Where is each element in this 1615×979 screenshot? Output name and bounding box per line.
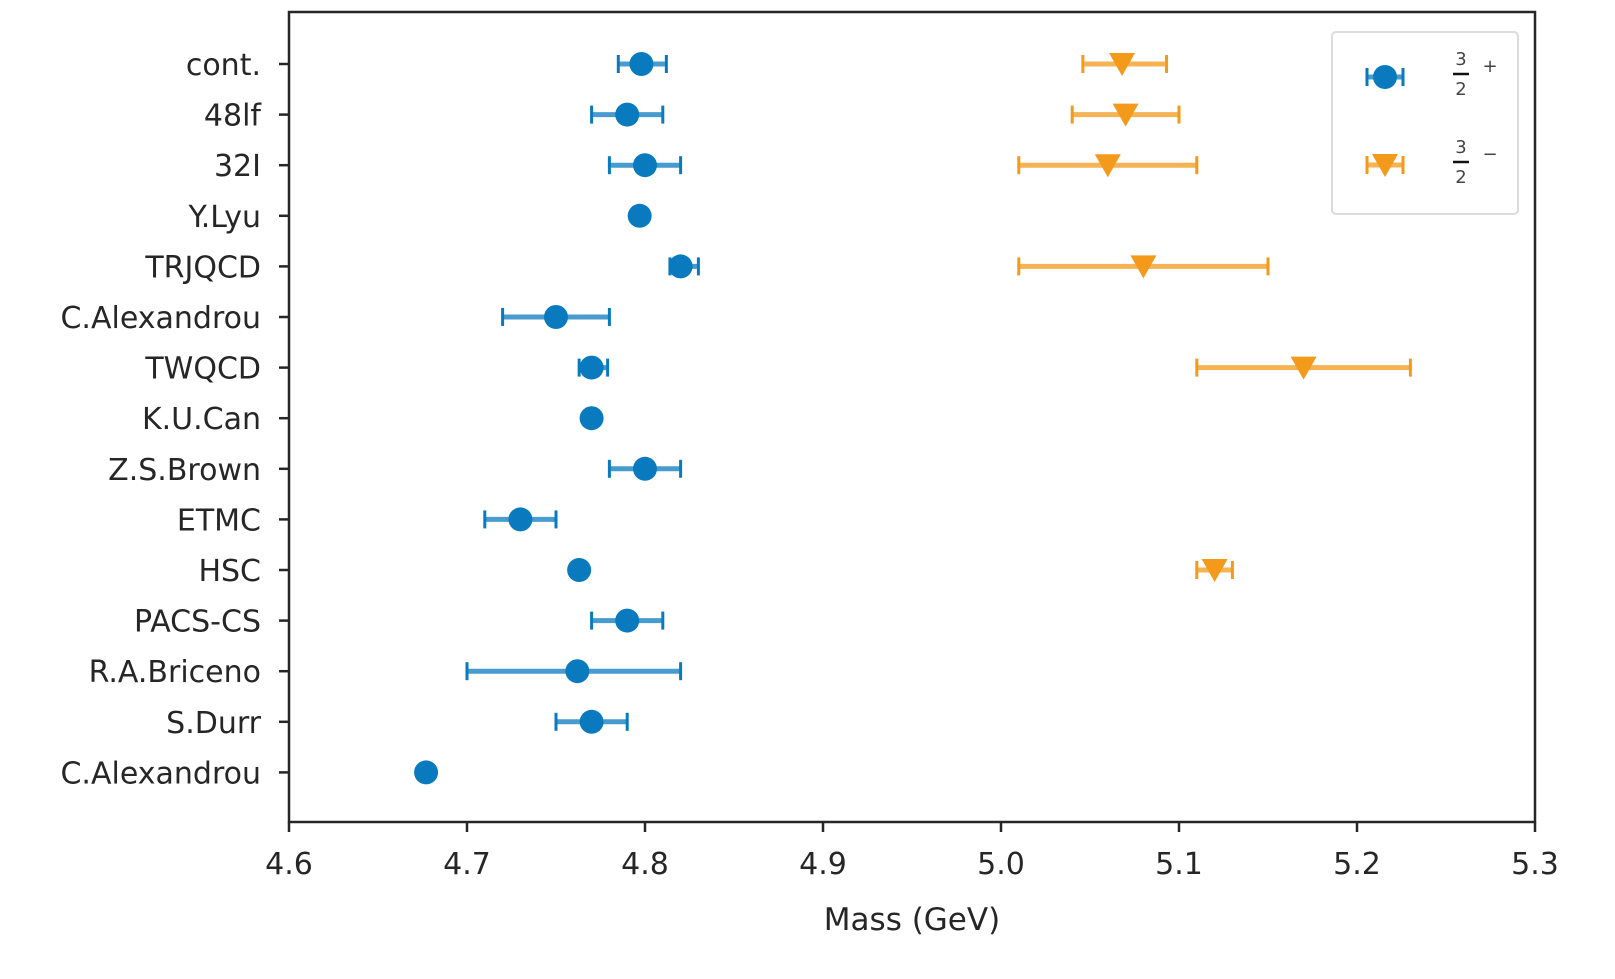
x-tick-label: 4.6 xyxy=(265,847,313,882)
data-point-circle xyxy=(633,456,657,481)
y-tick-label: ETMC xyxy=(177,503,261,538)
y-tick-label: PACS-CS xyxy=(134,605,261,640)
y-tick-label: 48lf xyxy=(204,99,263,134)
y-tick-label: K.U.Can xyxy=(142,402,261,437)
y-axis: cont. 48lf 32I Y.Lyu TRJQCD C.Alexandrou TWQCD… xyxy=(60,48,289,791)
legend-denominator: 2 xyxy=(1455,79,1466,100)
y-tick-label: TWQCD xyxy=(144,352,261,387)
legend-numerator: 3 xyxy=(1455,49,1466,70)
data-point-circle xyxy=(565,659,590,684)
data-point-triangle xyxy=(1201,559,1228,582)
y-tick-label: 32I xyxy=(214,149,261,184)
legend-numerator: 3 xyxy=(1455,137,1466,158)
data-point-circle xyxy=(1373,65,1397,89)
data-point-circle xyxy=(615,102,640,127)
y-tick-label: C.Alexandrou xyxy=(60,756,261,791)
data-point-circle xyxy=(544,305,568,329)
y-tick-label: Y.Lyu xyxy=(187,200,261,235)
legend-denominator: 2 xyxy=(1455,167,1466,188)
series-negative-parity xyxy=(1017,53,1412,582)
y-tick-label: HSC xyxy=(198,554,261,589)
y-tick-label: Z.S.Brown xyxy=(108,453,261,488)
data-point-triangle xyxy=(1372,154,1398,177)
data-point-circle xyxy=(615,608,640,633)
x-tick-label: 4.7 xyxy=(443,847,491,882)
data-point-triangle xyxy=(1112,103,1139,127)
x-tick-label: 5.0 xyxy=(977,847,1025,882)
data-point-circle xyxy=(567,558,592,582)
y-tick-label: C.Alexandrou xyxy=(60,301,261,336)
y-tick-label: R.A.Briceno xyxy=(89,655,261,690)
data-point-triangle xyxy=(1109,53,1136,76)
x-axis-label: Mass (GeV) xyxy=(824,902,1000,938)
data-point-triangle xyxy=(1130,255,1157,279)
data-point-circle xyxy=(579,406,604,431)
x-tick-label: 4.8 xyxy=(621,847,669,882)
legend: 32+32− xyxy=(1331,31,1519,215)
data-point-circle xyxy=(579,355,604,380)
data-point-circle xyxy=(414,760,439,785)
legend-entry: 3 2− xyxy=(1365,137,1498,188)
data-point-circle xyxy=(629,52,654,76)
plot-marks xyxy=(414,52,1412,785)
y-tick-label: S.Durr xyxy=(166,706,262,741)
x-tick-label: 5.2 xyxy=(1333,847,1381,882)
data-point-circle xyxy=(508,507,533,532)
data-point-circle xyxy=(579,709,604,734)
data-point-circle xyxy=(668,254,693,279)
legend-parity-sign: + xyxy=(1482,56,1497,77)
y-tick-label: cont. xyxy=(186,48,261,83)
legend-entry: 3 2 + xyxy=(1365,49,1498,100)
data-point-triangle xyxy=(1094,154,1121,178)
data-point-triangle xyxy=(1290,356,1317,380)
x-axis: 4.6 4.7 4.8 4.9 5.0 5.1 5.2 5.3 xyxy=(265,822,1559,882)
data-point-circle xyxy=(633,153,657,178)
x-tick-label: 5.3 xyxy=(1511,847,1559,882)
x-tick-label: 4.9 xyxy=(799,847,847,882)
y-tick-label: TRJQCD xyxy=(144,250,261,285)
x-tick-label: 5.1 xyxy=(1155,847,1203,882)
series-positive-parity xyxy=(414,52,700,785)
data-point-circle xyxy=(627,203,652,228)
legend-parity-sign: − xyxy=(1482,144,1497,165)
